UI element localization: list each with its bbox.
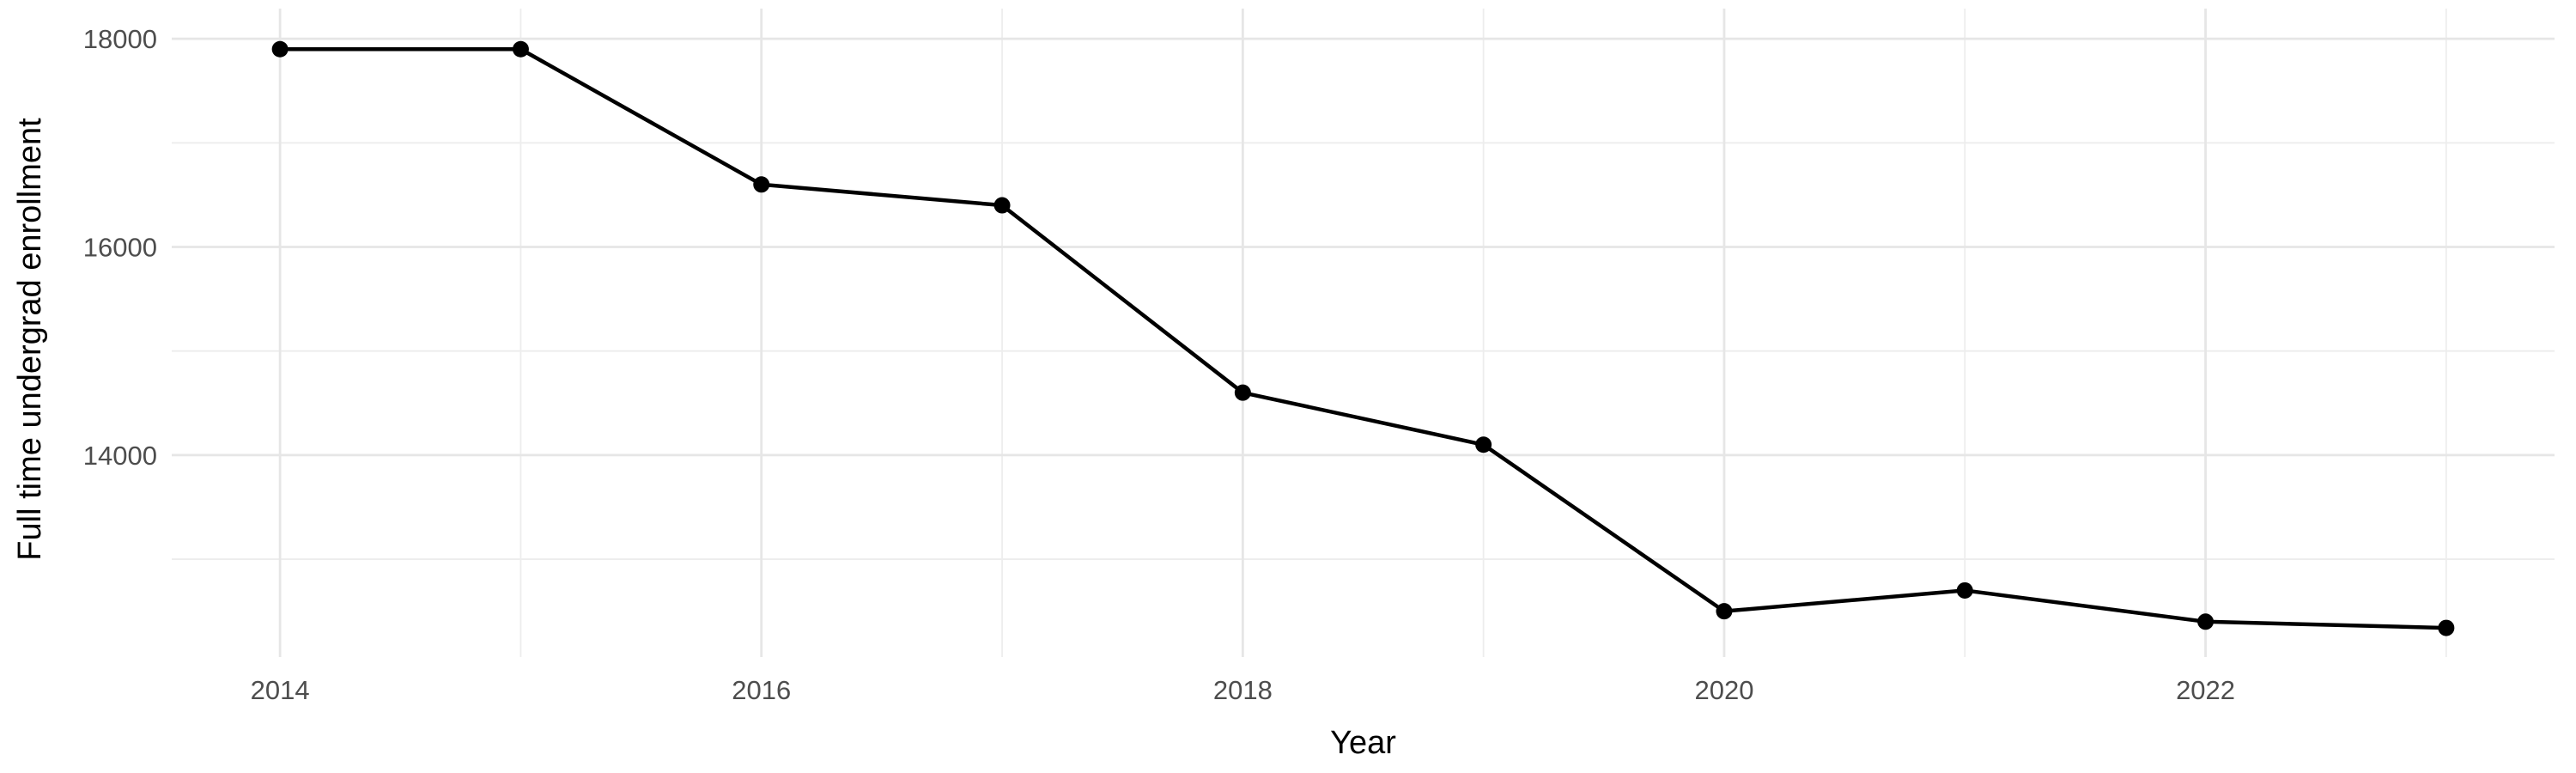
- x-axis-tick-2016: 2016: [732, 675, 791, 705]
- x-axis-tick-2020: 2020: [1694, 675, 1753, 705]
- y-axis-tick-16000: 16000: [83, 233, 157, 263]
- y-axis-tick-14000: 14000: [83, 441, 157, 471]
- data-point-2020: [1716, 603, 1733, 620]
- data-point-2022: [2197, 613, 2215, 630]
- x-axis-title: Year: [1330, 725, 1396, 761]
- data-point-2019: [1475, 436, 1492, 453]
- data-point-2021: [1956, 581, 1973, 599]
- data-point-2014: [271, 40, 289, 58]
- data-point-2017: [993, 197, 1011, 214]
- x-axis-tick-2022: 2022: [2176, 675, 2235, 705]
- x-axis-tick-2014: 2014: [251, 675, 310, 705]
- y-axis-tick-18000: 18000: [83, 24, 157, 54]
- x-axis-tick-2018: 2018: [1213, 675, 1273, 705]
- y-axis-title: Full time undergrad enrollment: [12, 118, 48, 561]
- data-point-2015: [512, 40, 529, 58]
- data-point-2016: [753, 176, 770, 193]
- data-point-2023: [2438, 619, 2455, 636]
- enrollment-trend-line: [277, 47, 2449, 630]
- data-point-2018: [1234, 384, 1251, 401]
